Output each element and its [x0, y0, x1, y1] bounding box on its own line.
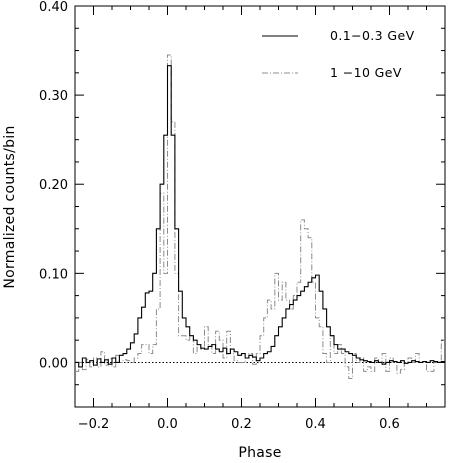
y-tick-label: 0.20	[39, 178, 68, 193]
x-tick-label: −0.2	[78, 417, 110, 432]
x-axis-title: Phase	[238, 445, 281, 461]
series-hard	[75, 54, 445, 379]
y-axis-title: Normalized counts/bin	[2, 125, 18, 288]
x-tick-label: 0.4	[305, 417, 326, 432]
y-tick-label: 0.10	[39, 267, 68, 282]
x-tick-label: 0.6	[379, 417, 400, 432]
tick-labels: −0.2 0.0 0.2 0.4 0.6 0.00 0.10 0.20 0.30 0.40	[39, 0, 400, 432]
histogram-line	[75, 65, 445, 368]
legend-label-hard: 1 −10 GeV	[330, 65, 402, 80]
y-tick-label: 0.00	[39, 356, 68, 371]
y-tick-label: 0.30	[39, 89, 68, 104]
legend: 0.1−0.3 GeV 1 −10 GeV	[262, 28, 415, 80]
series-soft	[75, 65, 445, 368]
x-tick-label: 0.0	[157, 417, 178, 432]
histogram-line	[75, 54, 445, 379]
series-layer	[75, 54, 445, 379]
legend-label-soft: 0.1−0.3 GeV	[330, 28, 415, 43]
y-tick-label: 0.40	[39, 0, 68, 15]
axis-ticks	[74, 5, 446, 408]
x-tick-label: 0.2	[231, 417, 252, 432]
